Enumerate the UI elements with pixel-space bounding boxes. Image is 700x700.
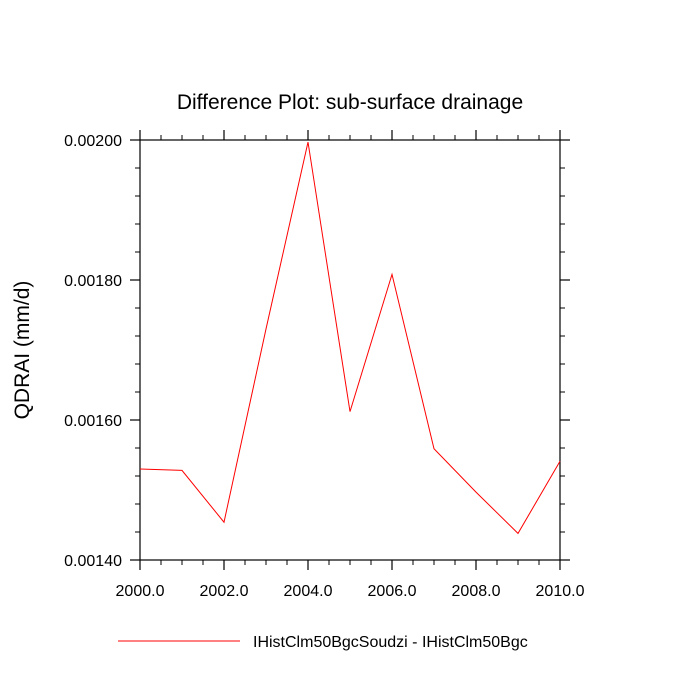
x-tick-label: 2000.0 [116,583,165,600]
series-line [139,141,561,535]
x-tick-label: 2004.0 [284,583,333,600]
x-tick-label: 2010.0 [536,583,585,600]
y-axis-label: QDRAI (mm/d) [11,281,34,420]
y-tick-label: 0.00200 [64,133,122,150]
chart-title: Difference Plot: sub-surface drainage [177,91,523,114]
x-tick-label: 2002.0 [200,583,249,600]
y-tick-label: 0.00160 [64,413,122,430]
x-tick-label: 2008.0 [452,583,501,600]
y-tick-label: 0.00180 [64,273,122,290]
y-tick-label: 0.00140 [64,553,122,570]
legend: IHistClm50BgcSoudzi - IHistClm50Bgc [118,634,528,651]
plot-axes: 2000.0 2002.0 2004.0 2006.0 2008.0 2010.0 0.00… [64,130,585,600]
x-tick-label: 2006.0 [368,583,417,600]
legend-label: IHistClm50BgcSoudzi - IHistClm50Bgc [253,634,528,651]
series-layer [139,141,561,535]
